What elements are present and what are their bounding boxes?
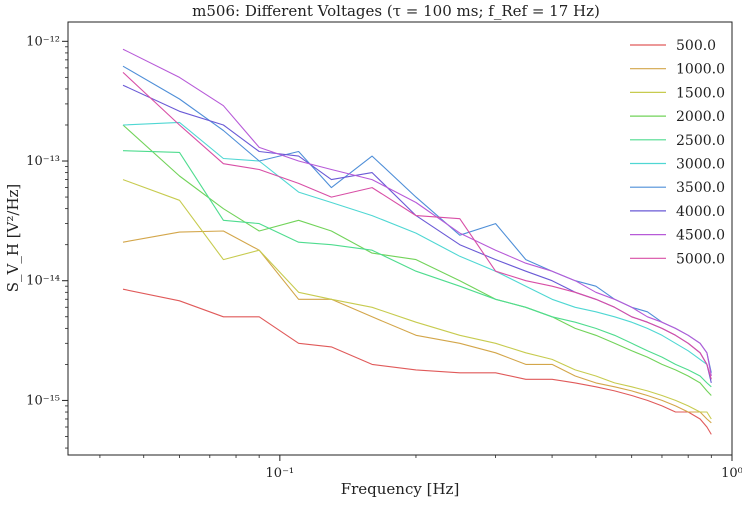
series-line-500.0 [122,288,712,435]
series-line-3000.0 [122,121,712,380]
legend-label-1000.0: 1000.0 [676,62,725,78]
x-tick-label: 10⁻¹ [266,466,295,481]
y-axis-label: S_V_H [V²/Hz] [4,184,22,293]
y-axis-ticks: 10⁻¹⁵ 10⁻¹⁴ 10⁻¹³ 10⁻¹² [26,34,68,449]
legend-label-3500.0: 3500.0 [676,180,725,196]
legend-label-500.0: 500.0 [676,38,716,54]
series-line-1000.0 [122,230,712,424]
legend-label-4000.0: 4000.0 [676,204,725,220]
legend-label-1500.0: 1500.0 [676,85,725,101]
legend-label-2000.0: 2000.0 [676,109,725,125]
x-tick-label: 10⁰ [721,466,742,481]
series-line-2500.0 [122,150,712,388]
series-line-3500.0 [122,65,712,373]
series-line-5000.0 [122,71,712,380]
y-tick-label: 10⁻¹⁵ [26,393,60,408]
series-line-4500.0 [122,48,712,377]
legend-label-3000.0: 3000.0 [676,157,725,173]
chart-title: m506: Different Voltages (τ = 100 ms; f_… [192,2,600,20]
y-tick-label: 10⁻¹⁴ [26,274,60,289]
y-tick-label: 10⁻¹² [26,34,60,49]
series-line-1500.0 [122,179,712,420]
x-axis-ticks: 10⁻¹ 10⁰ [99,455,742,481]
y-tick-label: 10⁻¹³ [26,154,60,169]
plot-series-group [122,48,712,435]
legend-label-5000.0: 5000.0 [676,251,725,267]
legend-label-4500.0: 4500.0 [676,228,725,244]
legend-label-2500.0: 2500.0 [676,133,725,149]
series-line-2000.0 [122,124,712,396]
chart-legend: 500.0 1000.0 1500.0 2000.0 2500.0 3000.0 3500.… [630,38,725,267]
x-axis-label: Frequency [Hz] [341,480,460,498]
plot-frame [67,21,733,456]
